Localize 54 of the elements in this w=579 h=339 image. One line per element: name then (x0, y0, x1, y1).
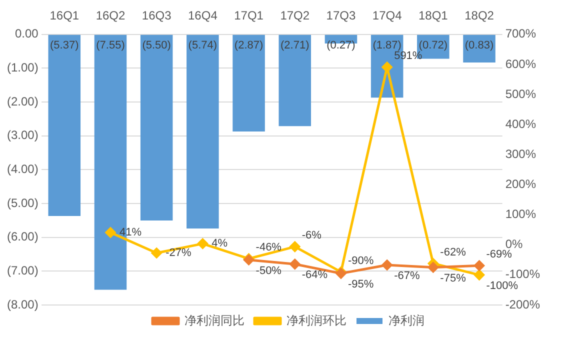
y-tick-label: (2.00) (6, 94, 38, 108)
data-label: (0.83) (464, 39, 494, 52)
y-tick-label: (5.00) (6, 196, 38, 210)
x-tick-label: 16Q4 (188, 8, 218, 23)
data-label: -64% (302, 269, 328, 282)
data-label: -75% (440, 272, 466, 284)
x-tick-label: 17Q4 (372, 8, 402, 23)
y-tick-label: (3.00) (6, 128, 38, 142)
y2-tick-label: 500% (505, 86, 536, 101)
y2-tick-label: 200% (505, 177, 536, 192)
data-label: (2.87) (234, 39, 264, 52)
x-tick-label: 16Q1 (50, 8, 80, 23)
data-label: -100% (486, 280, 518, 292)
x-tick-label: 18Q1 (418, 8, 448, 23)
y-tick-label: (1.00) (6, 60, 38, 75)
data-label: -27% (166, 247, 192, 260)
x-tick-label: 17Q1 (234, 8, 264, 23)
data-label: -90% (348, 254, 374, 267)
x-tick-label: 17Q3 (326, 8, 356, 23)
y2-tick-label: -200% (505, 297, 540, 312)
data-label: (0.72) (418, 39, 448, 52)
y2-tick-label: -100% (505, 267, 540, 282)
data-label: (1.87) (372, 39, 402, 52)
data-label: -95% (348, 278, 374, 290)
y-tick-label: (7.00) (6, 263, 38, 278)
y2-tick-label: 700% (505, 26, 536, 41)
y2-tick-label: 100% (505, 207, 536, 222)
y-tick-label: 0.00 (14, 26, 39, 41)
data-label: (7.55) (96, 39, 125, 52)
data-label: -62% (440, 246, 466, 259)
data-label: (5.37) (50, 39, 79, 52)
y2-tick-label: 300% (505, 146, 536, 161)
legend-label: 净利润 (388, 313, 424, 328)
y-tick-label: (6.00) (6, 230, 38, 244)
x-tick-label: 18Q2 (464, 8, 494, 23)
y-tick-label: (4.00) (6, 162, 38, 176)
data-label: -6% (302, 230, 322, 242)
legend-label: 净利润环比 (286, 313, 346, 328)
data-label: (5.50) (142, 39, 171, 52)
legend-label: 净利润同比 (184, 313, 244, 328)
data-label: -50% (256, 264, 282, 277)
data-label: -46% (256, 242, 282, 254)
data-label: (2.71) (280, 39, 310, 52)
y2-tick-label: 400% (505, 116, 536, 131)
data-label: 4% (212, 238, 228, 250)
y2-tick-label: 600% (505, 56, 536, 71)
data-label: -67% (394, 270, 420, 282)
x-tick-label: 16Q3 (142, 8, 172, 23)
data-label: (5.74) (188, 39, 218, 52)
data-label: -69% (486, 248, 512, 261)
x-tick-label: 16Q2 (96, 8, 126, 23)
y2-tick-label: 0% (505, 237, 523, 252)
x-tick-label: 17Q2 (280, 8, 310, 23)
y-tick-label: (8.00) (6, 297, 38, 312)
